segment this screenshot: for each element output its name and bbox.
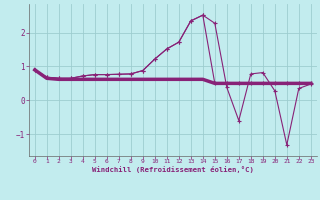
X-axis label: Windchill (Refroidissement éolien,°C): Windchill (Refroidissement éolien,°C): [92, 166, 254, 173]
